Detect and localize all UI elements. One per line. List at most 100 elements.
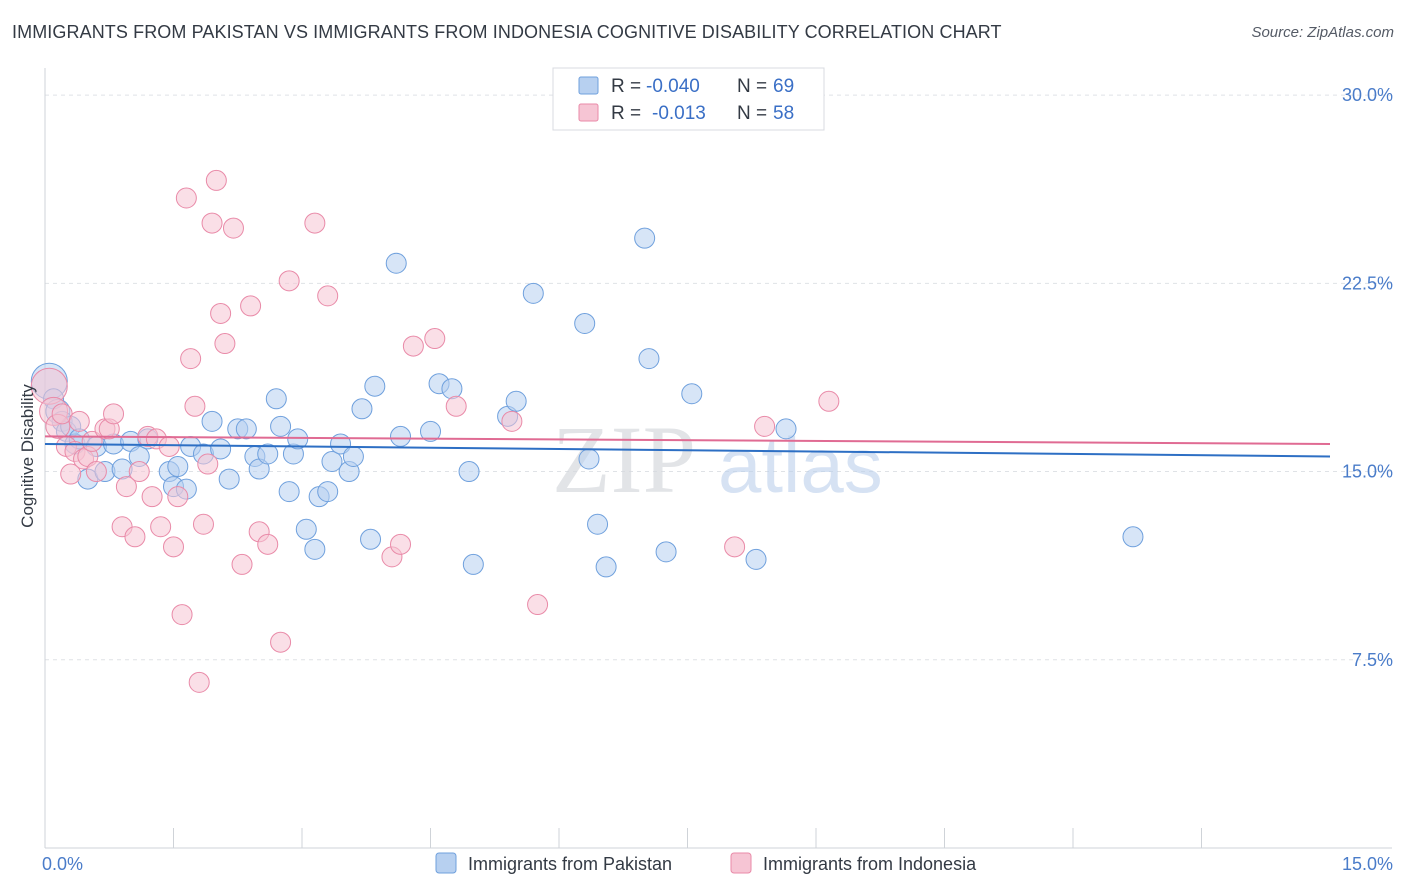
- point-indonesia-36: [214, 333, 236, 355]
- point-pakistan-43: [351, 398, 373, 420]
- x-tick-label-0: 0.0%: [42, 854, 83, 874]
- point-pakistan-36: [304, 538, 326, 560]
- point-pakistan-46: [385, 252, 407, 274]
- point-pakistan-29: [257, 443, 279, 465]
- trend-line-pakistan: [44, 442, 1331, 458]
- point-indonesia-28: [180, 348, 202, 370]
- stats-legend: R = -0.040 N = 69 R = -0.013 N = 58: [552, 67, 825, 131]
- point-indonesia-45: [317, 285, 339, 307]
- series-legend-swatch-indonesia: [730, 852, 752, 874]
- point-pakistan-56: [574, 312, 596, 334]
- legend-swatch-indonesia: [578, 103, 599, 122]
- point-pakistan-23: [210, 438, 232, 460]
- legend-r-label-pakistan: R =: [611, 76, 641, 97]
- point-pakistan-64: [745, 548, 767, 570]
- point-indonesia-50: [445, 395, 467, 417]
- point-pakistan-66: [1122, 526, 1144, 548]
- point-indonesia-55: [818, 390, 840, 412]
- point-pakistan-38: [317, 481, 339, 503]
- trend-lines: [44, 435, 1331, 458]
- point-indonesia-51: [501, 410, 523, 432]
- point-pakistan-42: [342, 445, 364, 467]
- watermark-atlas: atlas: [718, 421, 883, 509]
- point-indonesia-25: [167, 486, 189, 508]
- point-pakistan-48: [420, 420, 441, 442]
- legend-n-label-indonesia: N =: [737, 103, 767, 124]
- watermark-zip: ZIP: [552, 406, 696, 513]
- point-pakistan-63: [681, 383, 703, 405]
- point-pakistan-32: [278, 481, 300, 503]
- point-indonesia-43: [278, 270, 300, 292]
- y-axis-label: Cognitive Disability: [18, 384, 37, 528]
- trend-line-indonesia: [44, 435, 1331, 445]
- legend-n-value-indonesia: 58: [773, 103, 794, 124]
- point-indonesia-18: [128, 461, 150, 483]
- legend-r-value-indonesia: -0.013: [652, 103, 706, 124]
- y-tick-label-1: 15.0%: [1342, 462, 1393, 482]
- series-legend-label-indonesia: Immigrants from Indonesia: [763, 854, 977, 874]
- point-pakistan-35: [295, 518, 317, 540]
- point-pakistan-39: [321, 451, 343, 473]
- point-indonesia-5: [60, 463, 82, 485]
- point-indonesia-39: [240, 295, 262, 317]
- point-pakistan-60: [634, 227, 656, 249]
- point-indonesia-44: [304, 212, 326, 234]
- legend-r-value-pakistan: -0.040: [646, 76, 700, 97]
- y-tick-label-3: 30.0%: [1342, 85, 1393, 105]
- series-legend-swatch-pakistan: [435, 852, 457, 874]
- point-indonesia-33: [201, 212, 223, 234]
- point-pakistan-62: [655, 541, 677, 563]
- point-indonesia-17: [124, 526, 146, 548]
- point-pakistan-51: [458, 461, 480, 483]
- point-indonesia-37: [222, 217, 244, 239]
- point-pakistan-58: [587, 513, 609, 535]
- point-indonesia-29: [184, 395, 206, 417]
- x-tick-label-1: 15.0%: [1342, 854, 1393, 874]
- point-indonesia-7: [68, 410, 90, 432]
- point-pakistan-18: [167, 456, 189, 478]
- point-pakistan-54: [505, 390, 527, 412]
- point-pakistan-45: [364, 375, 386, 397]
- point-pakistan-61: [638, 348, 660, 370]
- y-tick-label-0: 7.5%: [1352, 650, 1393, 670]
- point-indonesia-14: [103, 403, 125, 425]
- gridlines: [45, 94, 1392, 661]
- point-indonesia-42: [270, 631, 292, 653]
- legend-n-label-pakistan: N =: [737, 76, 767, 97]
- series-legend: Immigrants from Pakistan Immigrants from…: [435, 852, 977, 874]
- point-indonesia-11: [85, 461, 107, 483]
- point-indonesia-23: [158, 435, 180, 457]
- point-indonesia-34: [205, 169, 227, 191]
- watermark: ZIP atlas: [552, 406, 883, 513]
- series-legend-label-pakistan: Immigrants from Pakistan: [468, 854, 672, 874]
- point-indonesia-20: [141, 486, 163, 508]
- point-indonesia-47: [390, 533, 412, 555]
- point-pakistan-65: [775, 418, 797, 440]
- y-tick-label-2: 22.5%: [1342, 273, 1393, 293]
- point-indonesia-22: [150, 516, 172, 538]
- x-tick-labels: 0.0% 15.0%: [42, 854, 1393, 874]
- point-pakistan-44: [360, 528, 382, 550]
- point-pakistan-50: [441, 378, 463, 400]
- point-indonesia-41: [257, 533, 279, 555]
- point-pakistan-22: [201, 410, 223, 432]
- legend-r-label-indonesia: R =: [611, 103, 641, 124]
- point-indonesia-49: [424, 328, 446, 350]
- point-pakistan-30: [265, 388, 287, 410]
- point-pakistan-24: [218, 468, 240, 490]
- point-pakistan-55: [522, 282, 544, 304]
- point-indonesia-24: [163, 536, 184, 558]
- point-pakistan-59: [595, 556, 617, 578]
- legend-swatch-pakistan: [578, 76, 599, 95]
- point-indonesia-30: [188, 671, 210, 693]
- source-label: Source: ZipAtlas.com: [1251, 24, 1394, 41]
- axes: [44, 68, 1392, 849]
- point-indonesia-52: [527, 594, 549, 616]
- point-pakistan-52: [462, 553, 484, 575]
- point-indonesia-26: [171, 604, 193, 626]
- point-pakistan-47: [390, 425, 412, 447]
- point-pakistan-31: [270, 415, 292, 437]
- chart-title: IMMIGRANTS FROM PAKISTAN VS IMMIGRANTS F…: [12, 22, 1002, 42]
- legend-n-value-pakistan: 69: [773, 76, 794, 97]
- point-indonesia-31: [192, 513, 214, 535]
